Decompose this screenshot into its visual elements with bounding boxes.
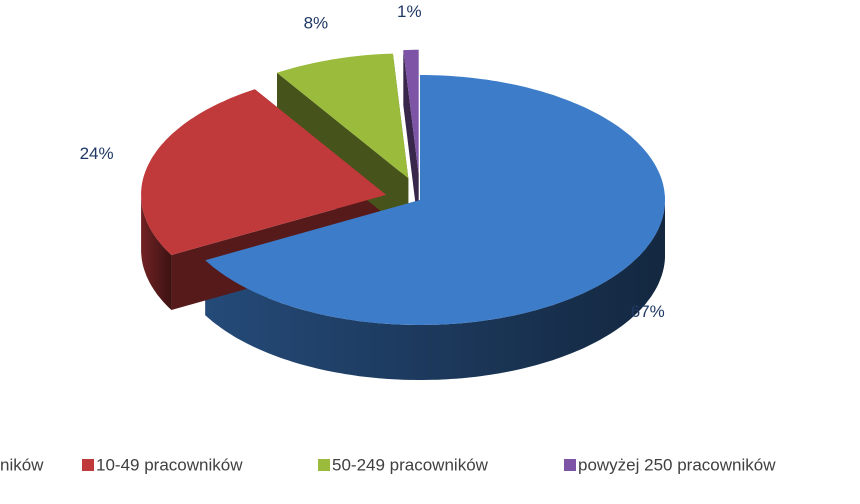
legend-swatch [318,459,330,471]
data-label: 67% [631,302,665,321]
data-label: 1% [397,2,422,21]
legend-swatch [82,459,94,471]
legend-label: powyżej 250 pracowników [578,455,776,474]
legend-label: ników [0,455,44,474]
slice [403,49,419,175]
data-label: 8% [304,13,329,32]
legend-swatch [564,459,576,471]
legend-label: 50-249 pracowników [332,455,489,474]
slice-wall-shade [141,194,172,310]
slice [141,89,387,255]
data-label: 24% [80,144,114,163]
slice-side [403,50,419,230]
legend-label: 10-49 pracowników [96,455,243,474]
slice-wall-shade [205,200,666,380]
slice [277,53,409,179]
slice [205,75,666,325]
